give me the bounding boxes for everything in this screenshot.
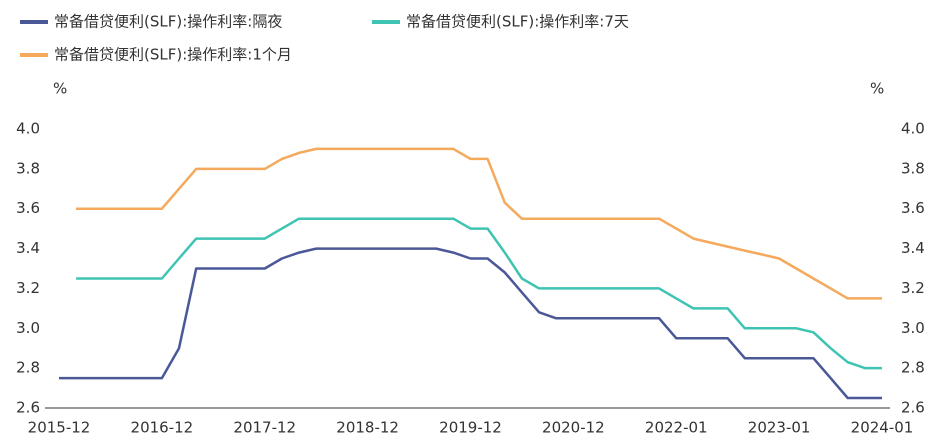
x-tick-label: 2018-12 <box>336 419 399 437</box>
x-tick-label: 2022-01 <box>645 419 708 437</box>
y2-tick-label: 3.0 <box>901 319 925 337</box>
x-tick-label: 2015-12 <box>28 419 91 437</box>
y-unit: % <box>53 80 67 98</box>
y2-tick-label: 3.2 <box>901 279 925 297</box>
x-tick-label: 2017-12 <box>233 419 296 437</box>
y2-tick-label: 2.8 <box>901 359 925 377</box>
y-tick-label: 2.6 <box>16 399 40 417</box>
y2-tick-label: 3.4 <box>901 239 925 257</box>
y-tick-label: 4.0 <box>16 120 40 138</box>
x-tick-label: 2024-01 <box>851 419 914 437</box>
legend-label: 常备借贷便利(SLF):操作利率:隔夜 <box>54 13 282 31</box>
y-tick-label: 3.8 <box>16 159 40 177</box>
x-tick-label: 2020-12 <box>542 419 605 437</box>
line-series <box>76 217 882 370</box>
y-tick-label: 2.8 <box>16 359 40 377</box>
x-tick-label: 2023-01 <box>748 419 811 437</box>
line-series <box>59 247 882 400</box>
x-tick-label: 2019-12 <box>439 419 502 437</box>
y2-tick-label: 2.6 <box>901 399 925 417</box>
legend-label: 常备借贷便利(SLF):操作利率:7天 <box>406 13 629 31</box>
x-tick-label: 2016-12 <box>131 419 194 437</box>
y2-tick-label: 3.8 <box>901 159 925 177</box>
y-tick-label: 3.0 <box>16 319 40 337</box>
y-tick-label: 3.2 <box>16 279 40 297</box>
y2-unit: % <box>870 80 884 98</box>
line-series <box>76 147 882 300</box>
y-tick-label: 3.6 <box>16 199 40 217</box>
y-tick-label: 3.4 <box>16 239 40 257</box>
y2-tick-label: 3.6 <box>901 199 925 217</box>
legend-label: 常备借贷便利(SLF):操作利率:1个月 <box>54 46 292 64</box>
y2-tick-label: 4.0 <box>901 120 925 138</box>
